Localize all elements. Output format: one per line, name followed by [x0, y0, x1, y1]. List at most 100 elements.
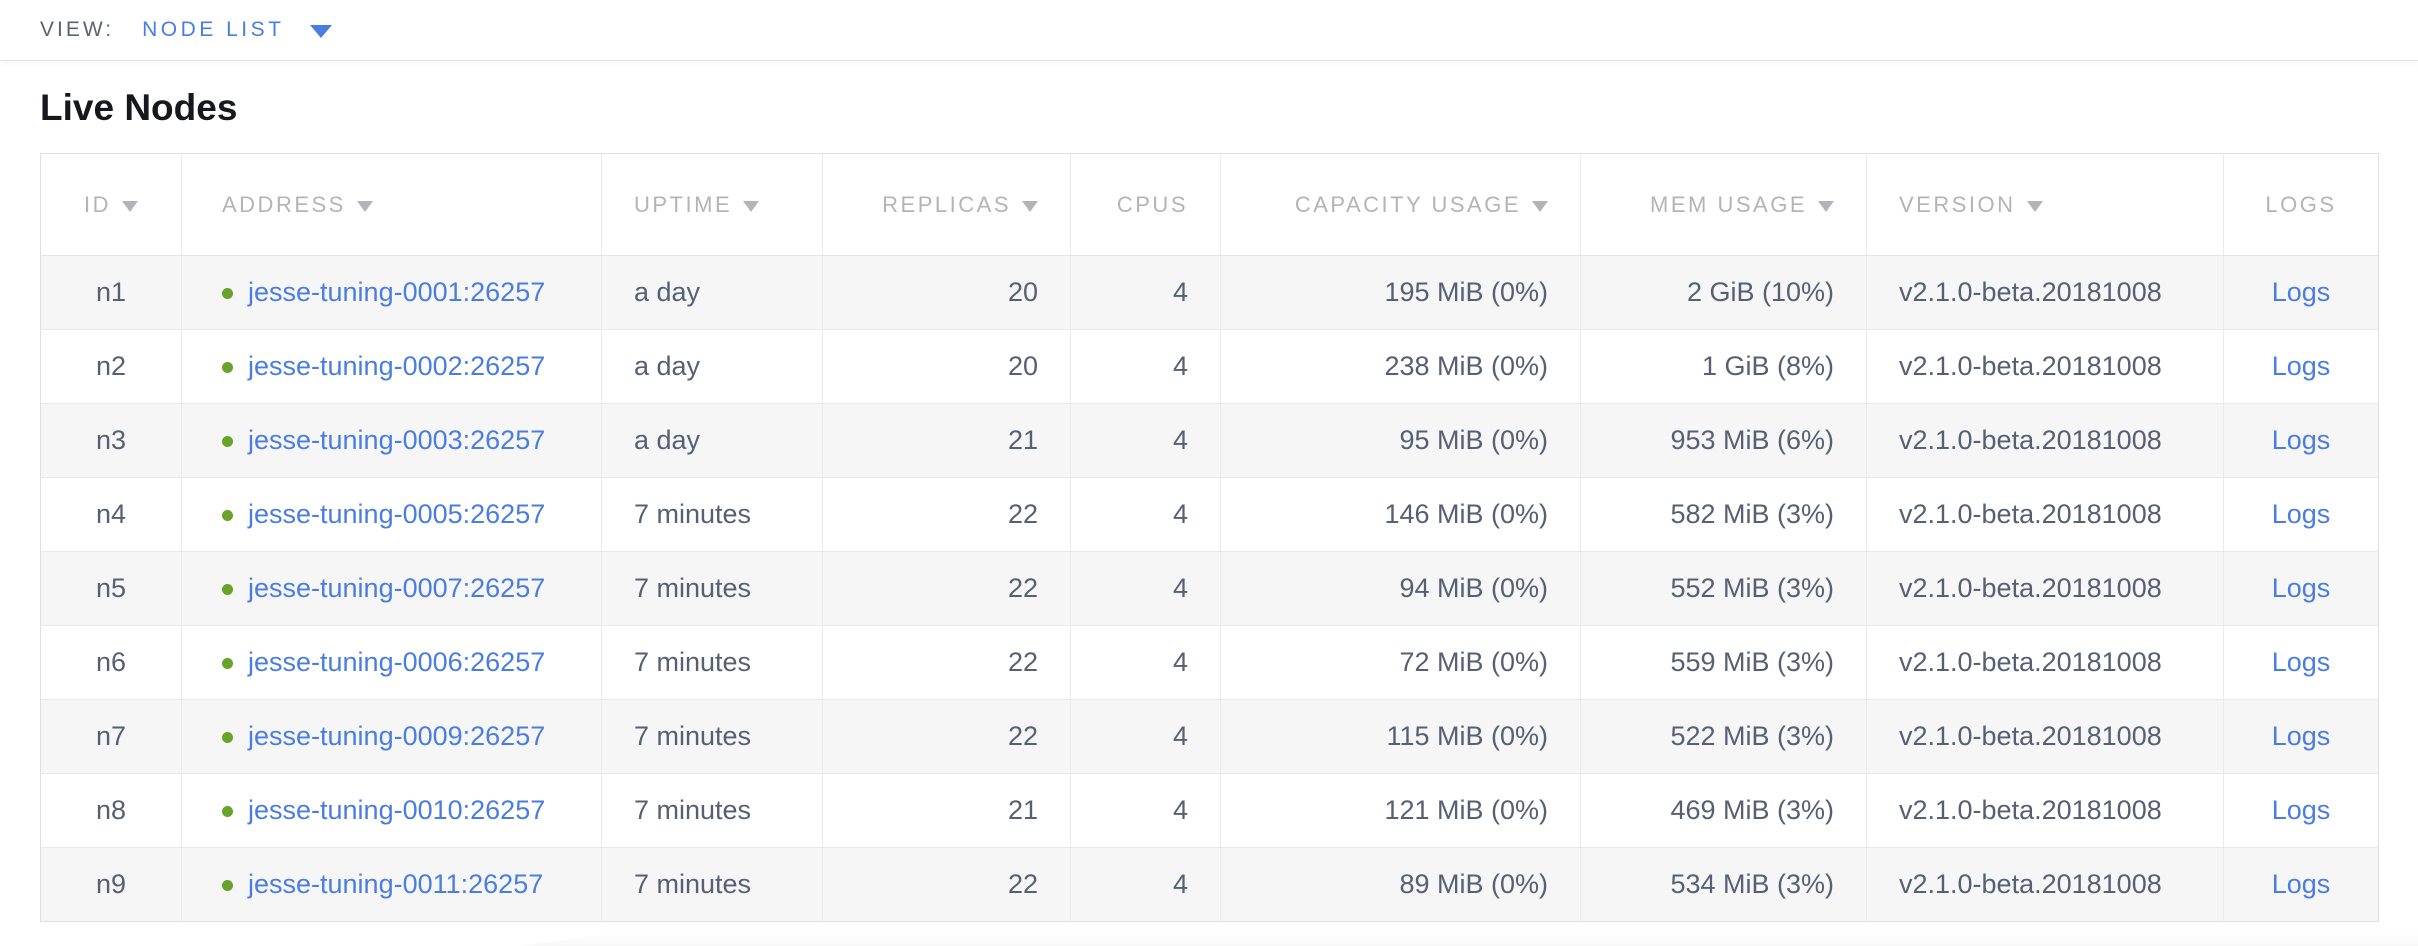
- column-header-version[interactable]: VERSION: [1866, 153, 2224, 256]
- column-header-address[interactable]: ADDRESS: [181, 153, 602, 256]
- cell-cpus: 4: [1070, 699, 1221, 774]
- column-label: ID: [84, 191, 111, 217]
- node-logs-link[interactable]: Logs: [2271, 499, 2331, 529]
- cell-mem: 522 MiB (3%): [1580, 699, 1867, 774]
- cell-mem: 582 MiB (3%): [1580, 477, 1867, 552]
- cell-uptime: 7 minutes: [601, 625, 823, 700]
- cell-mem: 559 MiB (3%): [1580, 625, 1867, 700]
- node-row: n4 jesse-tuning-0005:26257 7 minutes 22 4 146…: [40, 477, 2379, 552]
- node-logs-link[interactable]: Logs: [2271, 277, 2331, 307]
- node-row: n9 jesse-tuning-0011:26257 7 minutes 22 4 89 …: [40, 847, 2379, 922]
- cell-address: jesse-tuning-0002:26257: [181, 329, 602, 404]
- cell-logs: Logs: [2223, 699, 2379, 774]
- node-address-link[interactable]: jesse-tuning-0010:26257: [248, 795, 546, 825]
- cell-capacity: 94 MiB (0%): [1220, 551, 1581, 626]
- cell-mem: 534 MiB (3%): [1580, 847, 1867, 922]
- cell-uptime: a day: [601, 403, 823, 478]
- view-selector-dropdown[interactable]: NODE LIST: [142, 18, 333, 42]
- cell-replicas: 20: [822, 255, 1071, 330]
- cell-address: jesse-tuning-0003:26257: [181, 403, 602, 478]
- node-address-link[interactable]: jesse-tuning-0005:26257: [248, 499, 546, 529]
- cell-logs: Logs: [2223, 329, 2379, 404]
- cell-mem: 1 GiB (8%): [1580, 329, 1867, 404]
- cell-cpus: 4: [1070, 403, 1221, 478]
- node-address-link[interactable]: jesse-tuning-0003:26257: [248, 425, 546, 455]
- column-header-id[interactable]: ID: [40, 153, 182, 256]
- node-logs-link[interactable]: Logs: [2271, 573, 2331, 603]
- node-address-link[interactable]: jesse-tuning-0002:26257: [248, 351, 546, 381]
- node-live-status-icon: [222, 806, 233, 817]
- node-live-status-icon: [222, 880, 233, 891]
- cell-cpus: 4: [1070, 625, 1221, 700]
- cell-logs: Logs: [2223, 403, 2379, 478]
- node-address-link[interactable]: jesse-tuning-0001:26257: [248, 277, 546, 307]
- cell-replicas: 21: [822, 403, 1071, 478]
- cell-mem: 953 MiB (6%): [1580, 403, 1867, 478]
- node-address-link[interactable]: jesse-tuning-0006:26257: [248, 647, 546, 677]
- cell-uptime: a day: [601, 255, 823, 330]
- node-address-link[interactable]: jesse-tuning-0007:26257: [248, 573, 546, 603]
- cell-version: v2.1.0-beta.20181008: [1866, 625, 2224, 700]
- cell-replicas: 22: [822, 625, 1071, 700]
- node-logs-link[interactable]: Logs: [2271, 425, 2331, 455]
- sort-desc-icon: [1022, 200, 1038, 212]
- column-header-replicas[interactable]: REPLICAS: [822, 153, 1071, 256]
- node-live-status-icon: [222, 362, 233, 373]
- node-address-link[interactable]: jesse-tuning-0009:26257: [248, 721, 546, 751]
- column-header-cpus: CPUS: [1070, 153, 1221, 256]
- cell-id: n8: [40, 773, 182, 848]
- cell-uptime: 7 minutes: [601, 477, 823, 552]
- cell-logs: Logs: [2223, 551, 2379, 626]
- live-nodes-section: ID ADDRESS UPTIME REPLICAS CPUS CAPACITY USAG…: [0, 129, 2418, 922]
- chevron-down-icon: [310, 25, 333, 38]
- cell-capacity: 72 MiB (0%): [1220, 625, 1581, 700]
- cell-logs: Logs: [2223, 773, 2379, 848]
- cell-cpus: 4: [1070, 329, 1221, 404]
- node-logs-link[interactable]: Logs: [2271, 795, 2331, 825]
- cell-mem: 469 MiB (3%): [1580, 773, 1867, 848]
- table-header-row: ID ADDRESS UPTIME REPLICAS CPUS CAPACITY USAG…: [40, 153, 2379, 256]
- node-row: n3 jesse-tuning-0003:26257 a day 21 4 95 MiB …: [40, 403, 2379, 478]
- column-header-mem[interactable]: MEM USAGE: [1580, 153, 1867, 256]
- node-logs-link[interactable]: Logs: [2271, 721, 2331, 751]
- cell-address: jesse-tuning-0011:26257: [181, 847, 602, 922]
- node-row: n7 jesse-tuning-0009:26257 7 minutes 22 4 115…: [40, 699, 2379, 774]
- cell-version: v2.1.0-beta.20181008: [1866, 403, 2224, 478]
- column-header-uptime[interactable]: UPTIME: [601, 153, 823, 256]
- node-live-status-icon: [222, 584, 233, 595]
- sort-desc-icon: [2026, 200, 2043, 212]
- node-address-link[interactable]: jesse-tuning-0011:26257: [248, 869, 544, 899]
- column-label: LOGS: [2265, 191, 2337, 217]
- node-row: n2 jesse-tuning-0002:26257 a day 20 4 238 MiB…: [40, 329, 2379, 404]
- node-logs-link[interactable]: Logs: [2271, 869, 2331, 899]
- view-selector-bar: VIEW: NODE LIST: [0, 0, 2418, 61]
- cell-uptime: 7 minutes: [601, 773, 823, 848]
- cell-capacity: 115 MiB (0%): [1220, 699, 1581, 774]
- cell-id: n7: [40, 699, 182, 774]
- node-logs-link[interactable]: Logs: [2271, 351, 2331, 381]
- cell-id: n1: [95, 277, 127, 307]
- cell-uptime: 7 minutes: [601, 699, 823, 774]
- column-label: CAPACITY USAGE: [1294, 191, 1521, 217]
- cell-id: n3: [40, 403, 182, 478]
- cell-replicas: 22: [822, 551, 1071, 626]
- cell-version: v2.1.0-beta.20181008: [1866, 255, 2224, 330]
- node-row: n1 jesse-tuning-0001:26257 a day 20 4 195 MiB…: [40, 255, 2379, 330]
- cell-id: n9: [40, 847, 182, 922]
- node-logs-link[interactable]: Logs: [2271, 647, 2331, 677]
- cell-replicas: 21: [822, 773, 1071, 848]
- column-header-capacity[interactable]: CAPACITY USAGE: [1220, 153, 1581, 256]
- sort-desc-icon: [743, 200, 760, 212]
- node-row: n8 jesse-tuning-0010:26257 7 minutes 21 4 121…: [40, 773, 2379, 848]
- column-header-logs: LOGS: [2223, 153, 2379, 256]
- cell-capacity: 195 MiB (0%): [1220, 255, 1581, 330]
- column-label: MEM USAGE: [1650, 191, 1807, 217]
- cell-version: v2.1.0-beta.20181008: [1866, 551, 2224, 626]
- cell-mem: 2 GiB (10%): [1580, 255, 1867, 330]
- view-selector-value: NODE LIST: [142, 18, 285, 41]
- node-live-status-icon: [222, 658, 233, 669]
- cell-replicas: 20: [822, 329, 1071, 404]
- cell-capacity: 89 MiB (0%): [1220, 847, 1581, 922]
- cell-version: v2.1.0-beta.20181008: [1866, 477, 2224, 552]
- cell-capacity: 95 MiB (0%): [1220, 403, 1581, 478]
